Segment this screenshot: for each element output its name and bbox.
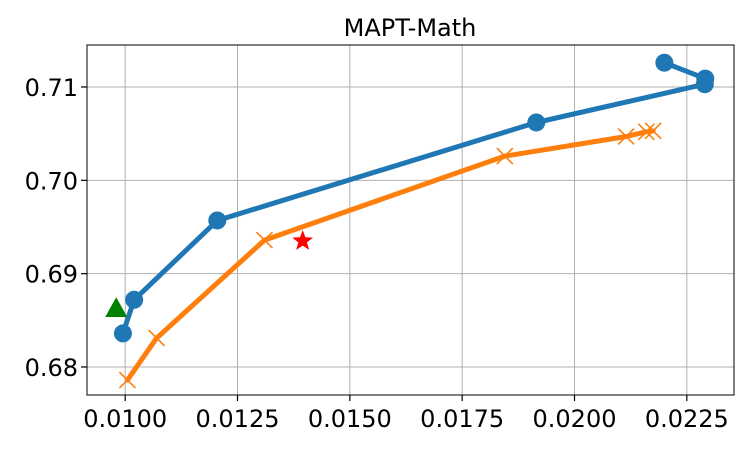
axis-ticks: 0.0100 0.0125 0.0150 0.0175 0.0200 0.0225 0.68… — [25, 74, 729, 433]
plot-frame — [86, 44, 735, 396]
x-tick-label: 0.0200 — [533, 405, 617, 433]
data-point — [496, 147, 514, 165]
series-layer — [105, 53, 715, 389]
data-point — [125, 290, 144, 309]
data-point — [148, 329, 166, 347]
data-point — [644, 122, 662, 140]
series-line-0 — [120, 60, 708, 336]
data-point — [255, 231, 274, 249]
y-tick-label: 0.71 — [25, 74, 78, 102]
x-tick-label: 0.0125 — [196, 405, 280, 433]
data-point — [696, 69, 715, 88]
y-tick-label: 0.70 — [25, 167, 78, 195]
x-tick-label: 0.0150 — [308, 405, 392, 433]
x-tick-label: 0.0175 — [420, 405, 504, 433]
x-tick-label: 0.0225 — [645, 405, 729, 433]
data-point — [208, 211, 227, 230]
y-tick-label: 0.69 — [25, 261, 78, 289]
data-point — [617, 127, 635, 146]
data-point — [655, 53, 674, 72]
star-marker — [292, 230, 314, 250]
triangle-marker — [105, 297, 128, 317]
grid — [87, 45, 734, 395]
x-tick-label: 0.0100 — [83, 405, 167, 433]
data-point — [527, 113, 546, 132]
chart-title: MAPT-Math — [344, 14, 477, 42]
data-point — [113, 324, 132, 343]
y-tick-label: 0.68 — [25, 354, 78, 382]
data-point — [637, 123, 655, 141]
data-point — [118, 371, 137, 389]
